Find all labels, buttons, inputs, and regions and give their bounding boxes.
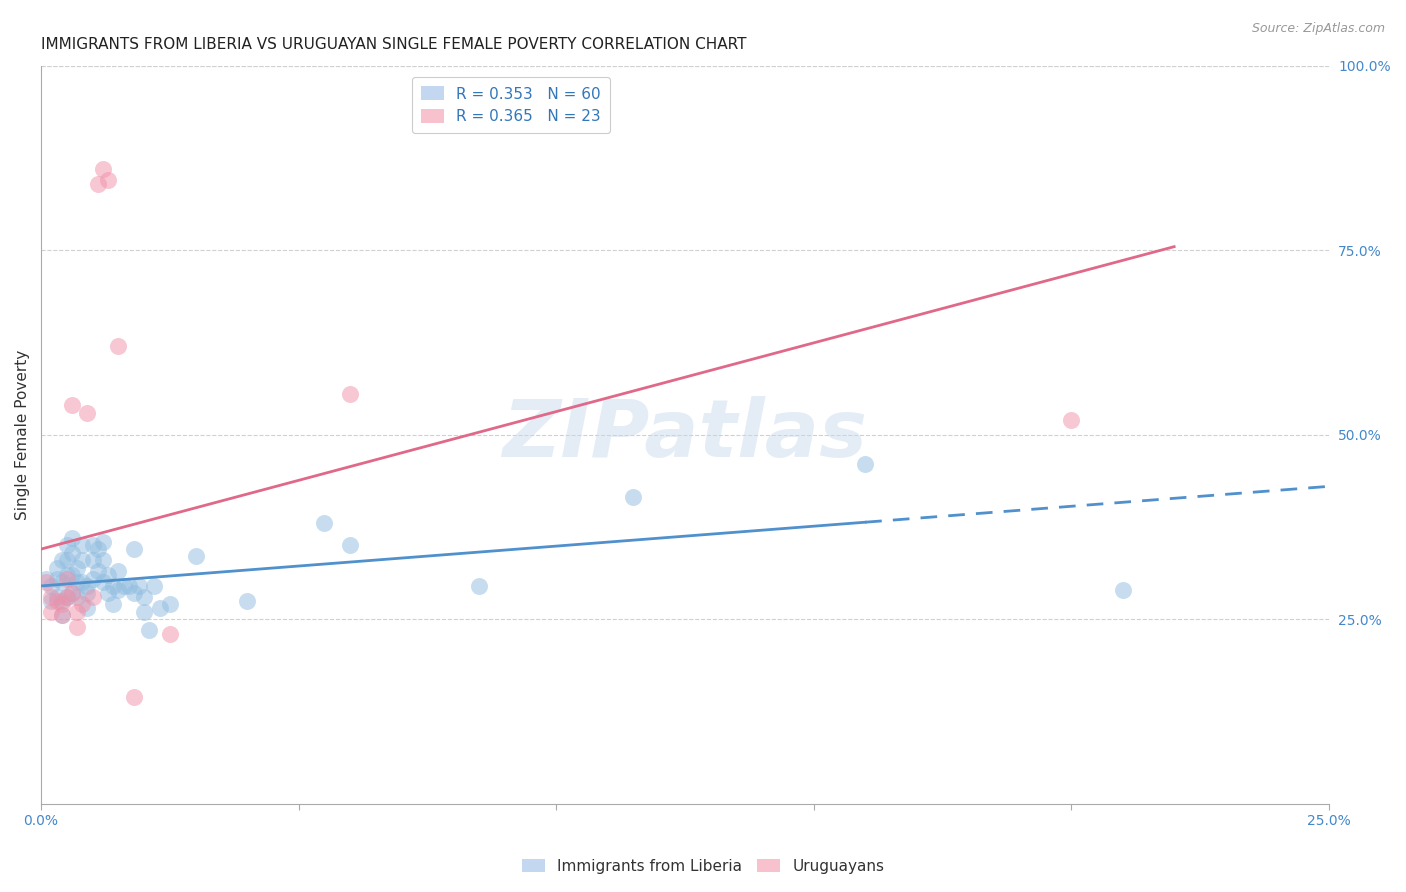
Point <box>60 546 83 560</box>
Point <box>91 575 114 590</box>
Point <box>56 590 79 604</box>
Point <box>66 619 89 633</box>
Point <box>82 553 104 567</box>
Y-axis label: Single Female Poverty: Single Female Poverty <box>15 350 30 520</box>
Legend: Immigrants from Liberia, Uruguayans: Immigrants from Liberia, Uruguayans <box>516 853 890 880</box>
Point <box>82 590 104 604</box>
Point <box>51 575 73 590</box>
Point <box>51 553 73 567</box>
Point <box>45 593 67 607</box>
Point <box>128 579 150 593</box>
Point <box>87 177 110 191</box>
Point <box>148 601 170 615</box>
Point <box>159 627 181 641</box>
Point <box>35 572 58 586</box>
Text: Source: ZipAtlas.com: Source: ZipAtlas.com <box>1251 22 1385 36</box>
Point <box>41 579 63 593</box>
Point <box>76 586 98 600</box>
Point <box>112 579 135 593</box>
Point <box>60 531 83 545</box>
Point <box>91 553 114 567</box>
Point <box>122 690 145 704</box>
Point <box>60 398 83 412</box>
Point <box>339 538 361 552</box>
Legend: R = 0.353   N = 60, R = 0.365   N = 23: R = 0.353 N = 60, R = 0.365 N = 23 <box>412 78 610 134</box>
Point <box>122 586 145 600</box>
Point <box>45 560 67 574</box>
Point <box>97 586 120 600</box>
Point <box>51 608 73 623</box>
Point <box>76 406 98 420</box>
Point <box>143 579 166 593</box>
Point <box>56 553 79 567</box>
Point <box>72 598 94 612</box>
Point <box>56 590 79 604</box>
Point <box>35 575 58 590</box>
Point <box>51 608 73 623</box>
Point <box>138 623 160 637</box>
Point <box>468 579 491 593</box>
Text: IMMIGRANTS FROM LIBERIA VS URUGUAYAN SINGLE FEMALE POVERTY CORRELATION CHART: IMMIGRANTS FROM LIBERIA VS URUGUAYAN SIN… <box>41 37 747 53</box>
Point <box>107 339 129 353</box>
Point <box>621 491 644 505</box>
Point <box>51 598 73 612</box>
Point <box>122 542 145 557</box>
Point <box>1060 413 1083 427</box>
Point <box>76 579 98 593</box>
Point <box>853 457 876 471</box>
Point <box>91 162 114 177</box>
Point <box>118 579 141 593</box>
Point <box>66 605 89 619</box>
Point <box>159 598 181 612</box>
Point <box>82 572 104 586</box>
Point <box>41 593 63 607</box>
Point <box>66 560 89 574</box>
Point <box>314 516 336 531</box>
Point <box>91 534 114 549</box>
Point <box>72 553 94 567</box>
Point <box>66 575 89 590</box>
Point <box>76 601 98 615</box>
Point <box>339 387 361 401</box>
Point <box>103 579 125 593</box>
Text: ZIPatlas: ZIPatlas <box>502 396 868 474</box>
Point <box>56 567 79 582</box>
Point <box>56 572 79 586</box>
Point <box>184 549 207 564</box>
Point <box>132 590 155 604</box>
Point <box>97 567 120 582</box>
Point <box>41 605 63 619</box>
Point <box>72 575 94 590</box>
Point <box>82 538 104 552</box>
Point <box>132 605 155 619</box>
Point <box>87 542 110 557</box>
Point <box>107 564 129 578</box>
Point <box>45 572 67 586</box>
Point <box>51 593 73 607</box>
Point <box>66 590 89 604</box>
Point <box>103 598 125 612</box>
Point <box>72 538 94 552</box>
Point <box>60 586 83 600</box>
Point <box>236 593 259 607</box>
Point <box>107 582 129 597</box>
Point <box>56 538 79 552</box>
Point <box>97 173 120 187</box>
Point <box>1111 582 1133 597</box>
Point <box>60 567 83 582</box>
Point <box>41 590 63 604</box>
Point <box>60 586 83 600</box>
Point <box>45 590 67 604</box>
Point <box>87 564 110 578</box>
